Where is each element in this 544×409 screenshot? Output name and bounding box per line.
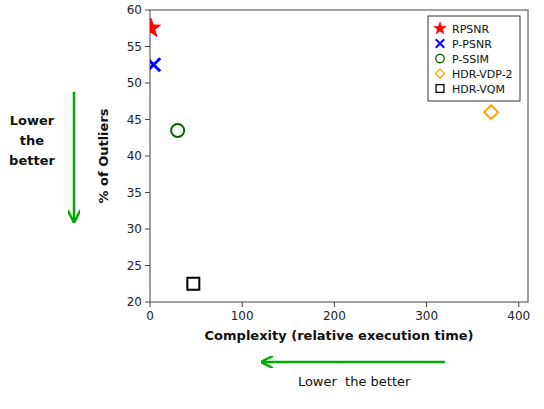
legend-label: RPSNR (452, 23, 489, 36)
point (150, 58, 160, 71)
legend-marker (435, 69, 444, 78)
annotation-arrow (73, 92, 76, 220)
tick (145, 156, 150, 157)
legend-box (428, 16, 520, 101)
tick-label: 60 (127, 3, 142, 17)
legend-marker (436, 85, 444, 93)
axis-label: Complexity (relative execution time) (205, 328, 474, 343)
tick (145, 119, 150, 120)
legend-swatch (436, 54, 444, 62)
point (150, 18, 160, 36)
tick-label: 50 (127, 76, 142, 90)
tick (145, 229, 150, 230)
plot-frame (150, 10, 528, 302)
annotation-text: better (9, 153, 55, 168)
tick-label: 55 (127, 40, 142, 54)
tick-label: 0 (146, 309, 154, 323)
point (187, 278, 199, 290)
legend-marker (434, 22, 446, 34)
tick (145, 83, 150, 84)
tick-label: 25 (127, 259, 142, 273)
tick-label: 400 (507, 309, 530, 323)
annotation-text: Lower (10, 113, 55, 128)
legend-label: HDR-VDP-2 (452, 68, 513, 81)
annotation-text: Lower the better (298, 374, 411, 389)
tick (145, 10, 150, 11)
tick (145, 46, 150, 47)
tick-label: 20 (127, 295, 142, 309)
legend-label: P-SSIM (452, 53, 489, 66)
legend-swatch (436, 85, 444, 93)
tick-label: 35 (127, 186, 142, 200)
point (484, 105, 498, 119)
legend-swatch (434, 22, 446, 34)
tick-label: 30 (127, 222, 142, 236)
chart: 0 100 200 300 400 20 25 30 35 40 45 50 55 60 Complexit… (0, 0, 544, 409)
tick (145, 265, 150, 266)
tick (242, 302, 243, 307)
point (171, 124, 184, 137)
tick (518, 302, 519, 307)
tick-label: 45 (127, 113, 142, 127)
legend-marker (436, 54, 444, 62)
legend-label: P-PSNR (452, 38, 492, 51)
tick-label: 100 (231, 309, 254, 323)
legend-swatch (435, 69, 444, 78)
tick (145, 192, 150, 193)
tick (150, 302, 151, 307)
legend: RPSNR P-PSNR P-SSIM HDR-VDP-2 HDR-VQM (428, 16, 520, 101)
axis-label: % of Outliers (96, 108, 111, 203)
legend-swatch (436, 39, 444, 47)
tick-label: 300 (415, 309, 438, 323)
annotation-text: the (20, 133, 44, 148)
tick-label: 40 (127, 149, 142, 163)
annotation-arrow (263, 361, 444, 364)
tick (334, 302, 335, 307)
legend-marker (436, 39, 444, 47)
legend-label: HDR-VQM (452, 83, 505, 96)
background (0, 0, 544, 409)
tick (145, 302, 150, 303)
tick (426, 302, 427, 307)
tick-label: 200 (323, 309, 346, 323)
